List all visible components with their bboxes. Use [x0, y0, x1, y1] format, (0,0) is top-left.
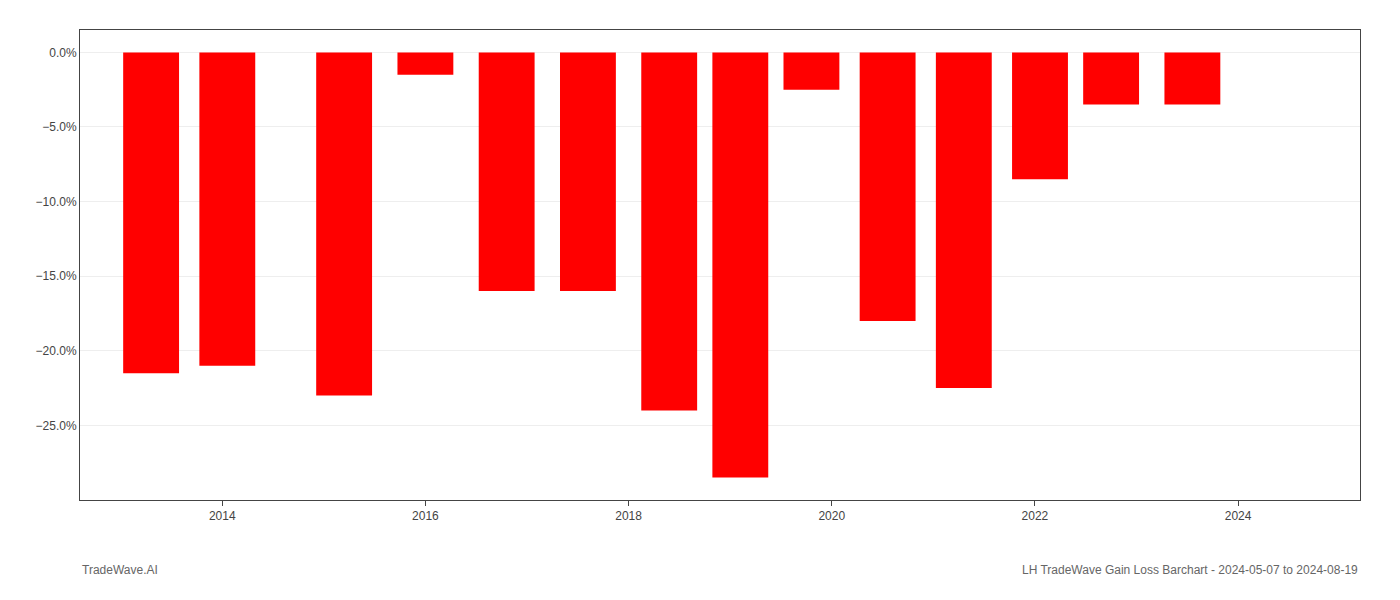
svg-text:2020: 2020	[818, 509, 845, 523]
svg-text:2014: 2014	[209, 509, 236, 523]
svg-text:2024: 2024	[1225, 509, 1252, 523]
svg-text:0.0%: 0.0%	[49, 46, 77, 60]
svg-text:−20.0%: −20.0%	[36, 344, 77, 358]
svg-text:2016: 2016	[412, 509, 439, 523]
svg-text:LH TradeWave Gain Loss Barchar: LH TradeWave Gain Loss Barchart - 2024-0…	[1022, 563, 1358, 577]
svg-text:−15.0%: −15.0%	[36, 269, 77, 283]
svg-text:2022: 2022	[1022, 509, 1049, 523]
svg-text:2018: 2018	[615, 509, 642, 523]
svg-text:−25.0%: −25.0%	[36, 419, 77, 433]
svg-text:TradeWave.AI: TradeWave.AI	[82, 563, 158, 577]
svg-text:−5.0%: −5.0%	[42, 120, 77, 134]
svg-text:−10.0%: −10.0%	[36, 195, 77, 209]
